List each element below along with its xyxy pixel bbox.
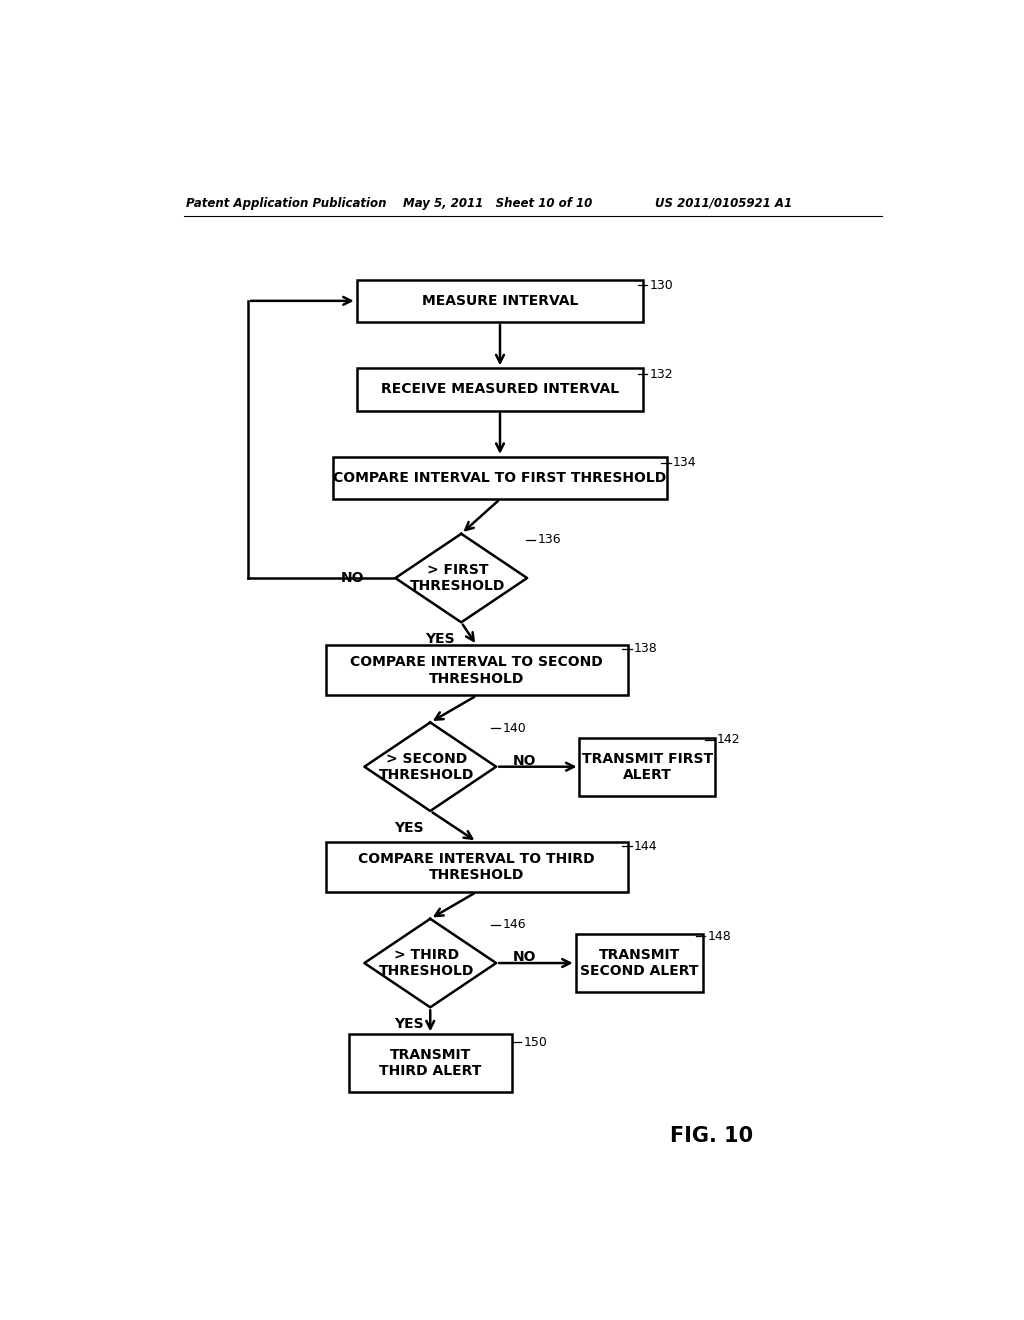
Text: > FIRST
THRESHOLD: > FIRST THRESHOLD: [410, 562, 505, 593]
Text: 144: 144: [634, 840, 657, 853]
Text: YES: YES: [394, 1018, 423, 1031]
Text: 140: 140: [503, 722, 526, 735]
Text: 134: 134: [673, 455, 696, 469]
Text: 130: 130: [649, 279, 674, 292]
Text: 150: 150: [523, 1036, 547, 1049]
Bar: [356, 368, 643, 411]
Bar: [326, 645, 628, 696]
Bar: [356, 280, 643, 322]
Text: NO: NO: [341, 572, 365, 585]
Text: US 2011/0105921 A1: US 2011/0105921 A1: [655, 197, 793, 210]
Text: > SECOND
THRESHOLD: > SECOND THRESHOLD: [379, 751, 474, 781]
Text: NO: NO: [513, 754, 537, 767]
Text: TRANSMIT FIRST
ALERT: TRANSMIT FIRST ALERT: [582, 751, 713, 781]
Text: NO: NO: [513, 950, 537, 964]
Text: COMPARE INTERVAL TO SECOND
THRESHOLD: COMPARE INTERVAL TO SECOND THRESHOLD: [350, 655, 603, 685]
Bar: [575, 935, 703, 991]
Text: YES: YES: [425, 632, 455, 647]
Text: 136: 136: [538, 533, 561, 546]
Bar: [334, 457, 667, 499]
Text: 148: 148: [708, 929, 731, 942]
Text: MEASURE INTERVAL: MEASURE INTERVAL: [422, 294, 579, 308]
Text: Patent Application Publication: Patent Application Publication: [186, 197, 387, 210]
Text: COMPARE INTERVAL TO FIRST THRESHOLD: COMPARE INTERVAL TO FIRST THRESHOLD: [334, 471, 667, 484]
Text: 138: 138: [634, 643, 657, 656]
Bar: [326, 842, 628, 892]
Text: TRANSMIT
SECOND ALERT: TRANSMIT SECOND ALERT: [581, 948, 698, 978]
Bar: [580, 738, 715, 796]
Text: > THIRD
THRESHOLD: > THIRD THRESHOLD: [379, 948, 474, 978]
Text: YES: YES: [394, 821, 423, 836]
Text: FIG. 10: FIG. 10: [671, 1126, 754, 1146]
Text: May 5, 2011   Sheet 10 of 10: May 5, 2011 Sheet 10 of 10: [403, 197, 592, 210]
Text: TRANSMIT
THIRD ALERT: TRANSMIT THIRD ALERT: [379, 1048, 481, 1078]
Text: 142: 142: [717, 733, 740, 746]
Text: 146: 146: [503, 917, 526, 931]
Text: RECEIVE MEASURED INTERVAL: RECEIVE MEASURED INTERVAL: [381, 383, 620, 396]
Bar: [349, 1035, 512, 1092]
Text: COMPARE INTERVAL TO THIRD
THRESHOLD: COMPARE INTERVAL TO THIRD THRESHOLD: [358, 851, 595, 882]
Text: 132: 132: [649, 367, 673, 380]
